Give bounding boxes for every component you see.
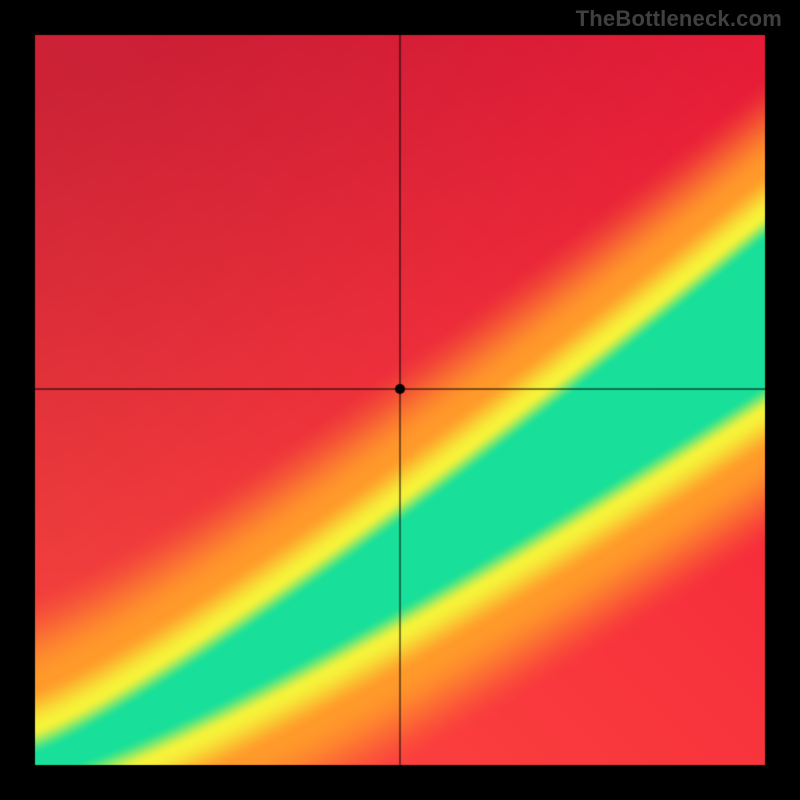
bottleneck-heatmap <box>0 0 800 800</box>
chart-container: TheBottleneck.com <box>0 0 800 800</box>
watermark-text: TheBottleneck.com <box>576 6 782 32</box>
